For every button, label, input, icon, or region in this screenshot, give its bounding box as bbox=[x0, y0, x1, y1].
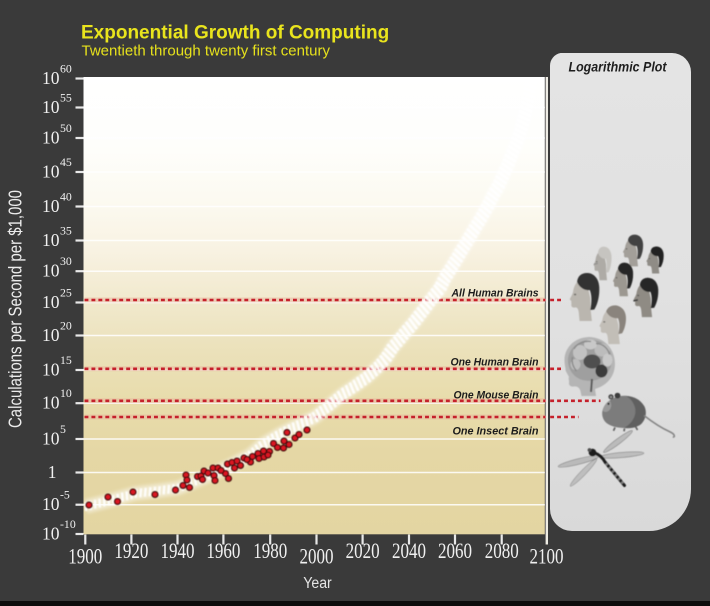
svg-text:10: 10 bbox=[42, 128, 60, 148]
svg-text:60: 60 bbox=[60, 62, 72, 76]
svg-text:10: 10 bbox=[42, 494, 60, 514]
svg-text:One Insect Brain: One Insect Brain bbox=[453, 426, 539, 438]
svg-text:1: 1 bbox=[48, 462, 57, 482]
svg-text:1940: 1940 bbox=[161, 538, 195, 563]
svg-text:10: 10 bbox=[42, 360, 60, 380]
svg-text:2020: 2020 bbox=[346, 538, 380, 563]
svg-text:2080: 2080 bbox=[485, 538, 519, 563]
svg-text:10: 10 bbox=[42, 162, 60, 182]
svg-text:1900: 1900 bbox=[68, 544, 102, 569]
svg-text:One Mouse Brain: One Mouse Brain bbox=[454, 389, 539, 401]
svg-text:10: 10 bbox=[42, 325, 60, 345]
svg-text:2040: 2040 bbox=[392, 538, 426, 563]
svg-text:-10: -10 bbox=[60, 517, 76, 531]
svg-text:1920: 1920 bbox=[114, 538, 148, 563]
svg-text:Exponential Growth of Computin: Exponential Growth of Computing bbox=[81, 23, 389, 44]
svg-text:10: 10 bbox=[42, 524, 60, 544]
svg-text:10: 10 bbox=[60, 386, 72, 400]
svg-text:10: 10 bbox=[42, 261, 60, 281]
svg-text:Calculations per Second per $1: Calculations per Second per $1,000 bbox=[6, 190, 26, 428]
svg-text:2100: 2100 bbox=[530, 544, 564, 569]
svg-text:2000: 2000 bbox=[300, 544, 334, 569]
svg-text:55: 55 bbox=[60, 91, 72, 105]
svg-text:45: 45 bbox=[60, 155, 72, 169]
svg-text:2060: 2060 bbox=[438, 538, 472, 563]
svg-text:10: 10 bbox=[42, 230, 60, 250]
svg-text:One Human Brain: One Human Brain bbox=[451, 357, 539, 369]
svg-text:40: 40 bbox=[60, 190, 72, 204]
svg-text:-5: -5 bbox=[60, 488, 70, 502]
svg-text:50: 50 bbox=[60, 121, 72, 135]
svg-text:5: 5 bbox=[60, 422, 66, 436]
svg-text:25: 25 bbox=[60, 286, 72, 300]
svg-text:10: 10 bbox=[42, 292, 60, 312]
svg-text:10: 10 bbox=[42, 393, 60, 413]
svg-text:30: 30 bbox=[60, 254, 72, 268]
svg-text:10: 10 bbox=[42, 196, 60, 216]
svg-text:10: 10 bbox=[42, 68, 60, 88]
svg-text:Logarithmic Plot: Logarithmic Plot bbox=[569, 59, 668, 75]
svg-text:10: 10 bbox=[42, 429, 60, 449]
svg-text:Year: Year bbox=[303, 575, 332, 592]
svg-text:15: 15 bbox=[60, 353, 72, 367]
svg-text:All Human Brains: All Human Brains bbox=[451, 288, 539, 300]
svg-text:20: 20 bbox=[60, 319, 72, 333]
svg-text:35: 35 bbox=[60, 224, 72, 238]
svg-text:1980: 1980 bbox=[253, 538, 287, 563]
svg-text:Twentieth through twenty first: Twentieth through twenty first century bbox=[82, 43, 331, 60]
svg-text:10: 10 bbox=[42, 97, 60, 117]
svg-text:1960: 1960 bbox=[206, 538, 240, 563]
